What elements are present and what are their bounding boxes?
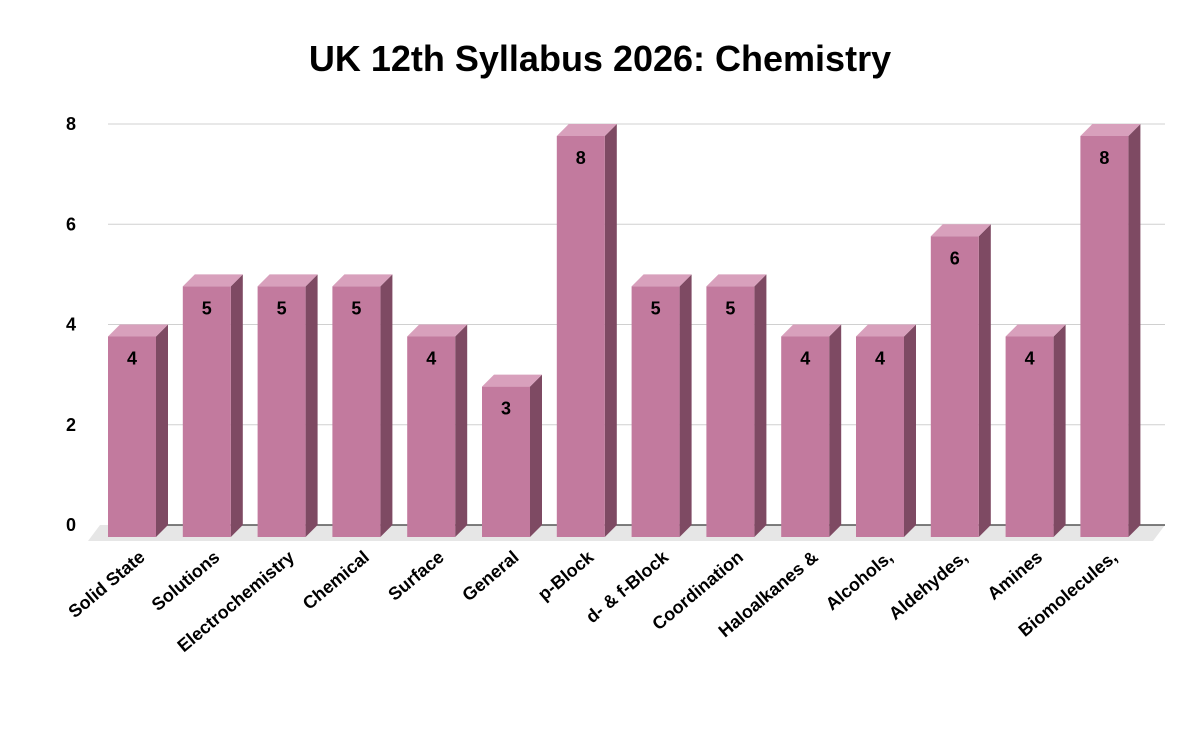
chart-floor [88,525,1165,541]
bar-top [257,274,318,287]
bar-side [230,274,243,537]
bar-side [1053,324,1066,537]
bar [182,286,231,537]
data-label: 5 [277,298,287,318]
bar-top [108,324,168,337]
bar-side [530,374,542,537]
data-label: 4 [1025,349,1035,369]
x-tick-label: Amines [983,547,1046,604]
data-label: 4 [426,349,436,369]
y-tick-label: 2 [66,415,76,435]
bar [930,236,979,537]
bar-top [781,324,842,337]
bar-side [679,274,692,537]
bar [781,336,830,537]
x-tick-label: Chemical [299,547,373,614]
data-label: 5 [202,298,212,318]
data-label: 5 [725,298,735,318]
x-tick-label: Solid State [64,547,148,622]
bar-side [380,274,393,537]
bar-top [706,274,767,287]
bar [631,286,680,537]
bar-side [978,224,991,537]
bar-side [754,274,767,537]
bar-side [1128,124,1141,537]
bar-side [156,324,168,537]
x-tick-label: Aldehydes, [885,547,971,624]
bar-top [1005,324,1066,337]
bar-top [856,324,916,337]
bar [856,336,904,537]
bar-top [407,324,468,337]
data-label: 8 [576,148,586,168]
bar-side [904,324,916,537]
x-tick-label: p-Block [534,546,598,604]
data-label: 4 [800,349,810,369]
data-label: 5 [651,298,661,318]
y-tick-label: 4 [66,315,76,335]
data-label: 8 [1099,148,1109,168]
bar-top [482,374,542,387]
bar [556,136,605,537]
bar-top [631,274,692,287]
bar-top [332,274,393,287]
data-label: 3 [501,399,511,419]
y-tick-label: 8 [66,114,76,134]
bar-top [182,274,243,287]
bar [332,286,381,537]
data-label: 5 [351,298,361,318]
y-tick-label: 6 [66,214,76,234]
data-label: 6 [950,248,960,268]
data-label: 4 [875,349,885,369]
bar-top [556,124,617,136]
bar-side [455,324,468,537]
x-tick-label: Alcohols, [822,547,897,614]
bar-side [604,124,617,537]
bar [108,336,156,537]
bar [1005,336,1054,537]
y-tick-label: 0 [66,515,76,535]
bar [257,286,306,537]
bar-side [829,324,842,537]
bar-top [1080,124,1141,136]
bar [482,386,530,537]
bar [1080,136,1129,537]
data-label: 4 [127,349,137,369]
bar-side [305,274,318,537]
x-tick-label: Surface [384,547,447,605]
x-tick-label: Solutions [148,547,224,615]
chart-title: UK 12th Syllabus 2026: Chemistry [308,38,892,79]
bar [407,336,456,537]
x-tick-label: General [458,547,522,605]
bar-top [930,224,991,237]
bar [706,286,755,537]
